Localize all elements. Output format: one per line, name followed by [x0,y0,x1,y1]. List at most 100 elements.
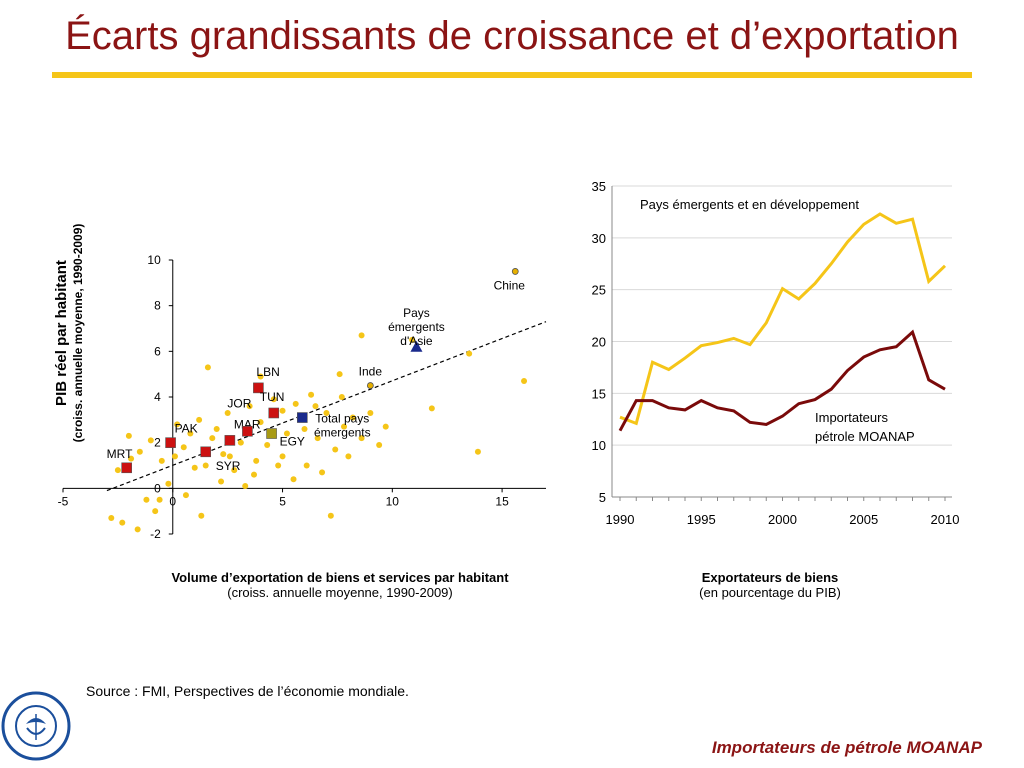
scatter-point [174,421,181,428]
scatter-point-label: LBN [256,365,279,379]
scatter-point [323,409,330,416]
scatter-point [152,508,159,515]
line-y-tick-label: 10 [592,438,606,453]
scatter-trendline [106,321,547,492]
scatter-point-label: Inde [359,365,383,379]
scatter-point [128,455,135,462]
scatter-point [242,483,249,490]
line-x-tick-label: 2000 [768,512,797,527]
scatter-point [253,457,260,464]
scatter-point [409,336,416,343]
scatter-point-label-line: Pays [403,306,430,320]
scatter-point [171,453,178,460]
scatter-point [279,453,286,460]
scatter-point [251,471,258,478]
scatter-point [314,435,321,442]
scatter-marker [253,382,264,394]
scatter-y-tick-label: 10 [147,253,161,267]
scatter-y-tick-label: 4 [154,390,161,404]
scatter-point [303,462,310,469]
scatter-point [283,430,290,437]
line-y-tick-label: 15 [592,386,606,401]
line-y-tick-label: 5 [599,490,606,505]
scatter-x-tick-label: 10 [386,494,400,508]
scatter-y-tick-label: 8 [154,299,161,313]
scatter-point [237,439,244,446]
scatter-point [336,371,343,378]
line-y-tick-label: 30 [592,231,606,246]
scatter-marker [511,268,519,275]
line-x-caption: Exportateurs de biens (en pourcentage du… [620,570,920,600]
scatter-marker [165,437,176,448]
scatter-point [165,480,172,487]
scatter-x-tick-label: 15 [495,494,509,508]
scatter-x-tick-label: -5 [58,494,69,508]
scatter-point [345,453,352,460]
scatter-point [114,467,121,474]
scatter-x-caption: Volume d’exportation de biens et service… [110,570,570,600]
scatter-point [108,515,115,522]
scatter-point [218,478,225,485]
scatter-point-label: EGY [280,435,305,449]
scatter-point [156,496,163,503]
scatter-point [180,444,187,451]
line-y-tick-label: 35 [592,179,606,194]
scatter-point [257,419,264,426]
line-series-label: Pays émergents et en développement [640,197,859,212]
scatter-y-tick-label: 2 [154,436,161,450]
scatter-point [382,423,389,430]
scatter-x-tick-label: 0 [169,494,176,508]
scatter-marker [242,425,253,437]
scatter-marker [121,462,132,474]
scatter-point-label: MRT [107,447,133,461]
scatter-point-label-line: émergents [388,320,445,334]
scatter-y-tick-label: -2 [150,527,161,541]
scatter-point [147,437,154,444]
scatter-y-label: PIB réel par habitant [53,260,70,406]
scatter-point [119,519,126,526]
scatter-point [257,373,264,380]
scatter-point [224,409,231,416]
line-series-label-line: Importateurs [815,410,888,425]
scatter-point [158,457,165,464]
line-y-tick-label: 20 [592,335,606,350]
scatter-point [220,451,227,458]
line-series-1 [619,212,947,426]
scatter-x-sublabel: (croiss. annuelle moyenne, 1990-2009) [227,585,453,600]
scatter-point [466,350,473,357]
scatter-point [358,332,365,339]
scatter-point [275,462,282,469]
scatter-marker [266,428,277,439]
scatter-point-label: JOR [227,396,251,410]
scatter-point-label-line: d'Asie [400,334,433,348]
scatter-point [349,414,356,421]
scatter-y-tick-label: 0 [154,481,161,495]
scatter-point [332,446,339,453]
scatter-point-label-line: émergents [314,426,371,440]
scatter-x-label: Volume d’exportation de biens et service… [171,570,509,585]
scatter-point [187,430,194,437]
scatter-point [191,464,198,471]
scatter-point-label: Pays émergents d'Asie [388,306,445,348]
line-x-label: Exportateurs de biens [701,570,839,585]
scatter-point [301,425,308,432]
scatter-point [209,435,216,442]
scatter-point [125,432,132,439]
scatter-marker [200,446,212,458]
scatter-point [312,403,319,410]
scatter-point-label: MAR [234,417,261,431]
scatter-point [270,396,277,403]
scatter-point [358,435,365,442]
scatter-point-label: Total pays émergents [314,412,371,440]
scatter-point [521,378,528,385]
scatter-y-label-group: PIB réel par habitant (croiss. annuelle m… [53,224,85,443]
title-rule [52,72,972,78]
scatter-marker [297,412,308,423]
scatter-y-sublabel: (croiss. annuelle moyenne, 1990-2009) [71,224,85,443]
line-x-tick-label: 2010 [931,512,960,527]
scatter-point [290,476,297,483]
scatter-point-label: TUN [260,390,285,404]
source-note: Source : FMI, Perspectives de l’économie… [86,683,409,699]
scatter-point [338,394,345,400]
